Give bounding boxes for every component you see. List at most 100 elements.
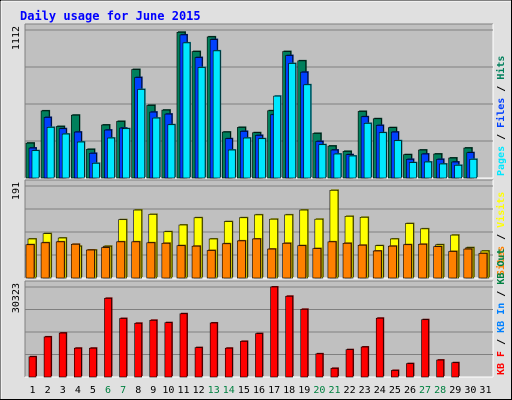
y-max-label-bottom: 30323 [11,283,22,313]
x-label-day-13: 13 [208,385,220,396]
x-label-day-15: 15 [238,385,250,396]
chart-panels: 1112 Pages / Files / Hits 191 Sites / Visit… [11,23,507,378]
bar-sites-day-14 [221,243,231,279]
bar-pages-day-18 [288,63,296,179]
x-label-day-2: 2 [45,385,51,396]
panel-middle: 191 Sites / Visits [11,179,507,279]
bar-kbf-day-29 [451,362,460,378]
legend-label: Pages [496,146,507,176]
bar-pages-day-2 [46,127,55,179]
bar-sites-day-1 [25,244,35,279]
bar-kbf-day-5 [89,347,97,378]
bar-kbf-day-7 [119,318,127,378]
x-label-day-28: 28 [434,385,446,396]
legend-label: Files [495,98,507,128]
x-label-day-19: 19 [298,385,310,396]
bar-sites-day-9 [146,242,156,279]
bar-kbf-day-28 [436,359,444,378]
legend-label: / [496,228,507,246]
bar-sites-day-24 [372,250,382,279]
bar-sites-day-23 [357,244,367,279]
legend-top: Pages / Files / Hits [495,56,507,176]
bar-pages-day-12 [197,67,206,179]
bar-pages-day-7 [122,128,130,179]
bar-sites-day-22 [342,243,352,279]
x-label-day-23: 23 [359,385,371,396]
x-label-day-1: 1 [30,385,36,396]
bar-pages-day-23 [363,123,372,179]
x-label-day-12: 12 [193,385,205,396]
legend-bottom: KB F / KB In / KB Out [496,249,507,375]
x-label-day-9: 9 [150,385,156,396]
bar-pages-day-17 [273,95,281,179]
bar-kbf-day-15 [240,341,248,378]
bar-pages-day-10 [167,124,176,179]
bar-sites-day-15 [237,240,246,279]
bar-sites-day-6 [101,247,110,279]
bar-sites-day-16 [252,238,261,279]
bar-pages-day-5 [92,163,100,179]
bar-sites-day-27 [418,243,427,279]
legend-label: KB F [496,351,507,375]
bar-kbf-day-4 [73,347,82,378]
bar-sites-day-7 [116,241,125,279]
bar-pages-day-28 [439,163,447,179]
legend-label: KB In [496,303,507,333]
bar-kbf-day-14 [224,347,233,378]
x-label-day-7: 7 [120,385,126,396]
bar-kbf-day-1 [28,356,37,378]
x-label-day-8: 8 [135,385,141,396]
panel-bottom: 30323 KB F / KB In / KB Out [11,249,507,378]
x-label-day-25: 25 [389,385,401,396]
legend-label: / [496,80,507,98]
legend-label: Hits [495,56,507,80]
bar-kbf-day-10 [164,322,173,378]
bar-kbf-day-17 [270,286,278,378]
x-axis-labels: 1 2 3 4 5 6 7 8 9 10 11 12 13 14 15 16 17 18 19 20 21 22 23 24 2… [30,385,492,396]
panel-top: 1112 Pages / Files / Hits [11,23,507,179]
x-label-day-14: 14 [223,385,235,396]
bar-sites-day-2 [40,242,50,279]
bar-kbf-day-13 [209,322,218,378]
bar-sites-day-19 [297,245,307,279]
bar-pages-day-30 [469,159,478,179]
x-label-day-21: 21 [328,385,340,396]
bar-sites-day-29 [448,251,458,279]
x-label-day-20: 20 [313,385,325,396]
y-max-label-top: 1112 [11,26,22,50]
legend-label: Visits [495,192,507,228]
x-label-day-5: 5 [90,385,96,396]
bar-sites-day-10 [161,243,171,279]
bar-sites-day-11 [176,245,186,279]
bar-kbf-day-18 [285,295,293,378]
x-label-day-6: 6 [105,385,111,396]
legend-label: / [496,285,507,303]
bar-pages-day-9 [152,117,161,179]
bar-pages-day-16 [258,138,266,179]
x-label-day-11: 11 [177,385,189,396]
bar-kbf-day-22 [345,349,354,378]
legend-label: / [496,333,507,351]
bar-sites-day-25 [388,245,397,279]
bar-kbf-day-2 [43,336,52,378]
bar-pages-day-25 [394,140,402,179]
bar-pages-day-4 [76,141,85,179]
bar-pages-day-1 [31,150,40,179]
x-label-day-31: 31 [479,385,491,396]
bar-sites-day-28 [433,246,442,279]
bar-kbf-day-6 [104,298,112,378]
bar-pages-day-24 [378,132,387,179]
x-label-day-16: 16 [253,385,265,396]
bar-pages-day-27 [424,161,432,179]
bar-kbf-day-23 [360,346,369,378]
bar-kbf-day-8 [134,322,142,378]
x-label-day-22: 22 [344,385,356,396]
bar-kbf-day-25 [391,370,399,378]
bar-kbf-day-12 [194,347,203,378]
bar-kbf-day-16 [255,333,263,378]
chart-title: Daily usage for June 2015 [20,9,201,23]
legend-label: KB Out [496,249,507,285]
x-label-day-27: 27 [419,385,431,396]
x-label-day-17: 17 [268,385,280,396]
